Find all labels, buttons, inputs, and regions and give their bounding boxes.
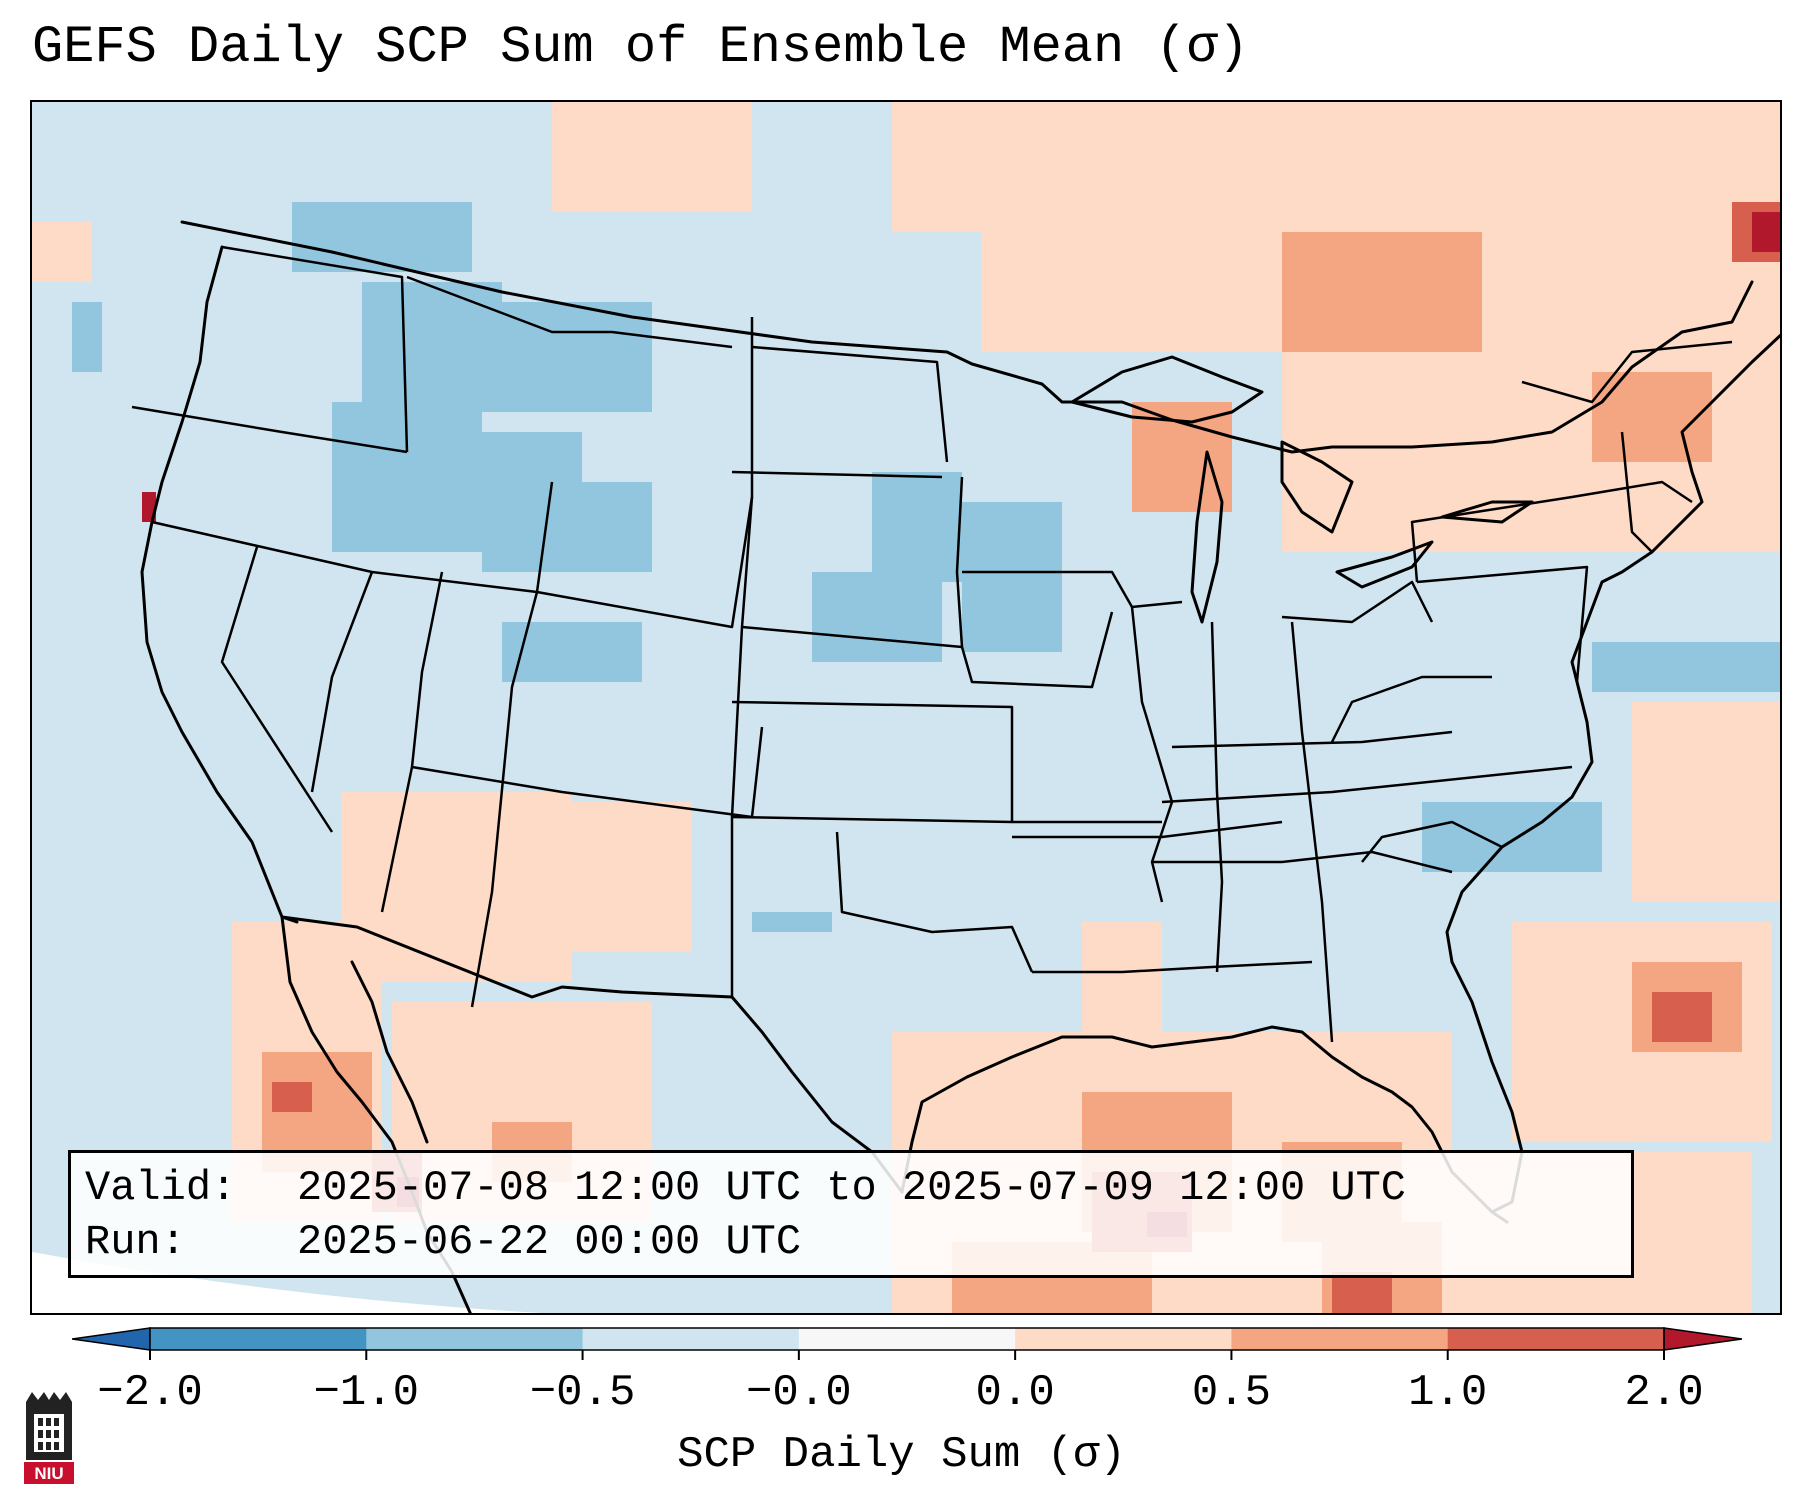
lake-michigan — [1190, 450, 1224, 624]
field-patch — [272, 1082, 312, 1112]
field-patch — [1632, 702, 1780, 902]
colorbar-segment — [798, 1328, 1016, 1350]
state-line — [1032, 960, 1313, 974]
valid-time-line: Valid: 2025-07-08 12:00 UTC to 2025-07-0… — [85, 1161, 1617, 1215]
state-line — [1012, 820, 1283, 839]
state-boundaries — [131, 245, 1733, 1043]
state-line — [470, 591, 539, 1008]
colorbar-tick-label: −0.0 — [746, 1368, 852, 1418]
colorbar-tick-label: 0.5 — [1191, 1368, 1272, 1418]
state-line — [960, 611, 1114, 689]
map-canvas — [32, 102, 1780, 1313]
colorbar-segment — [1447, 1328, 1665, 1350]
state-line — [131, 405, 408, 454]
state-line — [1410, 495, 1573, 583]
field-patch — [442, 302, 652, 412]
field-patch — [812, 572, 942, 662]
run-time-line: Run: 2025-06-22 00:00 UTC — [85, 1215, 1617, 1269]
colorbar-segment — [1015, 1328, 1232, 1350]
valid-run-info-box: Valid: 2025-07-08 12:00 UTC to 2025-07-0… — [68, 1150, 1634, 1278]
valid-label: Valid: — [85, 1164, 237, 1212]
field-patch — [552, 802, 692, 952]
colorbar-tick-labels: −2.0 −1.0 −0.5 −0.0 0.0 0.5 1.0 2.0 — [0, 1368, 1803, 1418]
state-line — [1521, 340, 1733, 404]
map-panel — [30, 100, 1782, 1315]
state-line — [731, 470, 943, 479]
state-line — [741, 476, 964, 649]
colorbar-segments — [72, 1327, 1742, 1360]
field-patch — [752, 912, 832, 932]
state-line — [535, 481, 754, 629]
state-line — [751, 345, 949, 463]
colorbar-tick-label: −0.5 — [529, 1368, 636, 1418]
colorbar-segment — [366, 1328, 584, 1350]
field-patch — [1652, 992, 1712, 1042]
field-patch — [872, 472, 962, 582]
us-canada-border — [180, 220, 1754, 454]
field-patch — [532, 482, 652, 572]
state-line — [380, 571, 444, 913]
colorbar-extend-high — [1663, 1327, 1742, 1351]
field-patch — [1592, 642, 1780, 692]
state-line — [411, 726, 764, 819]
state-line — [1210, 621, 1224, 973]
lake-erie — [1335, 540, 1434, 589]
state-line — [835, 831, 1034, 973]
colorbar-tick-label: 2.0 — [1624, 1368, 1704, 1418]
state-line — [1330, 675, 1492, 743]
lake-huron — [1280, 440, 1354, 534]
colorbar-label: SCP Daily Sum (σ) — [677, 1430, 1126, 1480]
state-line — [220, 546, 334, 833]
lake-superior — [1070, 355, 1264, 424]
run-label: Run: — [85, 1218, 186, 1266]
state-line — [962, 570, 1183, 609]
colorbar-outline — [149, 1327, 1665, 1351]
state-line — [406, 275, 733, 349]
colorbar-tick-label: −1.0 — [313, 1368, 420, 1418]
state-line — [1290, 621, 1334, 1043]
outside-domain-area — [32, 1252, 543, 1313]
state-line — [1571, 480, 1693, 504]
colorbar-extend-low — [72, 1327, 151, 1351]
field-patch — [552, 102, 752, 212]
valid-time-value: 2025-07-08 12:00 UTC to 2025-07-09 12:00… — [297, 1164, 1406, 1212]
colorbar-segment — [582, 1328, 800, 1350]
gulf-of-california-coast — [350, 960, 429, 1144]
field-patch — [502, 622, 642, 682]
state-line — [1361, 820, 1503, 863]
field-patch — [892, 102, 982, 232]
page-title: GEFS Daily SCP Sum of Ensemble Mean (σ) — [32, 18, 1249, 77]
colorbar-segment — [150, 1328, 367, 1350]
state-line — [1620, 431, 1653, 553]
state-line — [1161, 765, 1573, 804]
colorbar — [72, 1327, 1742, 1360]
state-line — [1281, 580, 1434, 624]
logo-text: NIU — [34, 1464, 63, 1483]
colorbar-tick-label: −2.0 — [97, 1368, 203, 1418]
field-patch — [962, 502, 1062, 652]
field-patch — [1752, 212, 1780, 252]
state-line — [310, 571, 374, 793]
field-patch — [292, 202, 472, 272]
state-line — [1416, 565, 1589, 683]
university-tower-icon: NIU — [24, 1392, 74, 1484]
field-patch — [1332, 1272, 1392, 1313]
field-patch — [72, 302, 102, 372]
state-line — [731, 815, 1162, 824]
field-patch — [1422, 802, 1602, 872]
state-line — [1171, 730, 1453, 749]
colorbar-tick-label: 0.0 — [975, 1368, 1055, 1418]
field-patch — [1082, 922, 1162, 1052]
state-line — [731, 700, 1014, 822]
pacific-coastline — [140, 245, 299, 924]
state-line — [1152, 850, 1453, 874]
field-patch — [32, 222, 92, 282]
atlantic-coastline — [1445, 333, 1780, 964]
field-patch — [1592, 372, 1712, 462]
state-line — [221, 245, 409, 453]
colorbar-segment — [1231, 1328, 1449, 1350]
field-patch — [1282, 232, 1482, 352]
run-time-value: 2025-06-22 00:00 UTC — [297, 1218, 802, 1266]
colorbar-tick-label: 1.0 — [1408, 1368, 1488, 1418]
